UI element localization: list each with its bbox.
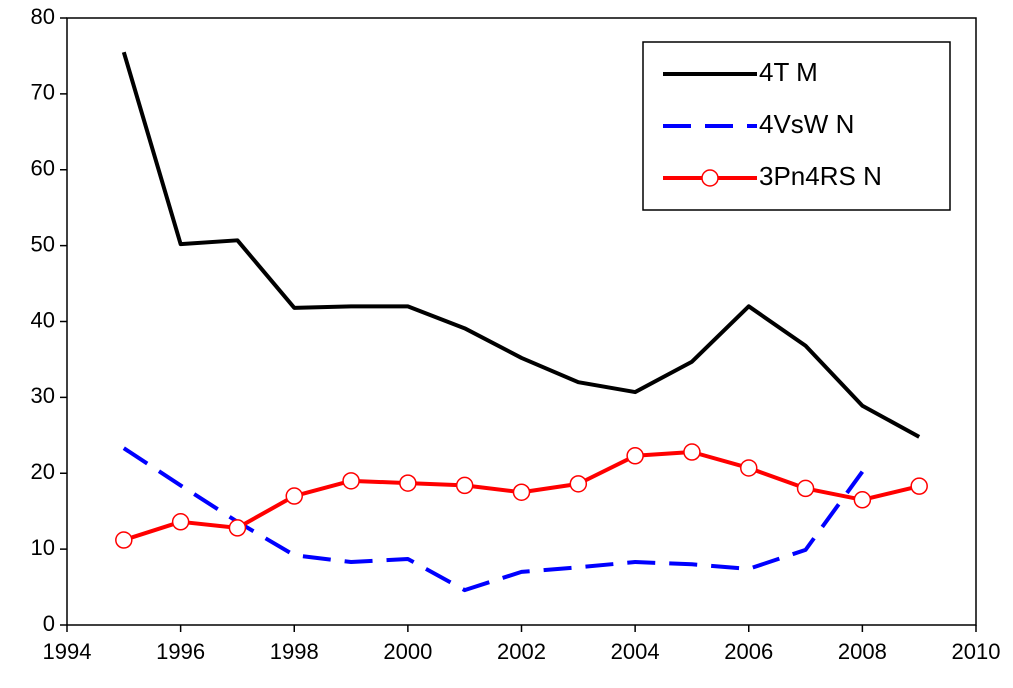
x-tick-label: 2002 xyxy=(497,639,546,664)
legend-marker xyxy=(701,169,719,187)
marker xyxy=(399,474,417,492)
marker xyxy=(569,475,588,493)
x-tick-label: 2008 xyxy=(838,639,887,664)
x-tick-label: 1994 xyxy=(43,639,92,664)
marker xyxy=(228,519,247,537)
marker xyxy=(342,472,360,490)
y-tick-label: 60 xyxy=(31,156,55,181)
y-tick-label: 50 xyxy=(31,231,55,256)
legend-label: 4VsW N xyxy=(759,109,854,139)
x-tick-label: 1996 xyxy=(156,639,205,664)
series-line xyxy=(121,51,921,439)
series-line xyxy=(122,446,864,593)
y-tick-label: 70 xyxy=(31,80,55,105)
marker xyxy=(796,479,815,498)
marker xyxy=(740,459,758,477)
legend: 4T M 4VsW N 3Pn4RS N xyxy=(642,41,951,211)
marker xyxy=(683,443,701,461)
legend-label: 3Pn4RS N xyxy=(759,161,882,191)
marker xyxy=(853,491,872,509)
marker xyxy=(512,483,531,501)
marker xyxy=(626,447,644,465)
marker xyxy=(285,487,303,505)
x-tick-label: 2004 xyxy=(611,639,660,664)
x-tick-label: 2010 xyxy=(952,639,1001,664)
legend-box xyxy=(642,41,951,211)
marker xyxy=(115,531,133,549)
x-tick-label: 2006 xyxy=(724,639,773,664)
y-tick-label: 30 xyxy=(31,383,55,408)
x-tick-label: 2000 xyxy=(383,639,432,664)
marker xyxy=(455,476,474,495)
y-tick-label: 20 xyxy=(31,459,55,484)
marker xyxy=(171,513,190,531)
legend-label: 4T M xyxy=(759,57,818,87)
y-tick-label: 0 xyxy=(43,611,55,636)
x-tick-label: 1998 xyxy=(270,639,319,664)
y-tick-label: 80 xyxy=(31,4,55,29)
y-tick-label: 10 xyxy=(31,535,55,560)
marker xyxy=(910,477,928,495)
y-tick-label: 40 xyxy=(31,307,55,332)
